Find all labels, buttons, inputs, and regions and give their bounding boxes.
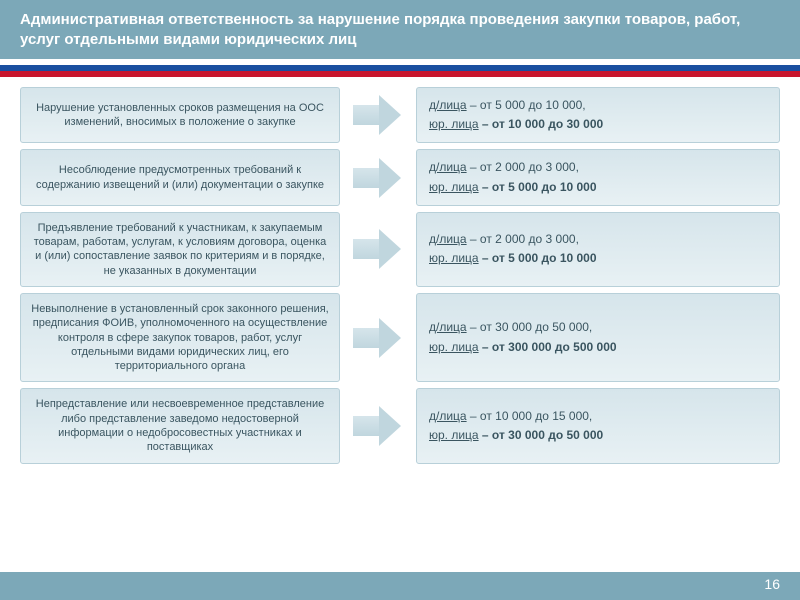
y-range: – от 300 000 до 500 000 (479, 340, 617, 354)
arrow-icon (353, 229, 403, 269)
page-number: 16 (756, 574, 788, 594)
d-label: д/лица (429, 409, 467, 423)
violation-text: Невыполнение в установленный срок законн… (20, 293, 340, 382)
footer-stripe (0, 572, 800, 600)
penalty-text: д/лица – от 2 000 до 3 000, юр. лица – о… (416, 212, 780, 287)
arrow-wrap (348, 212, 408, 287)
arrow-wrap (348, 388, 408, 463)
d-range: – от 2 000 до 3 000, (467, 160, 579, 174)
content-area: Нарушение установленных сроков размещени… (0, 77, 800, 464)
violation-text: Непредставление или несвоевременное пред… (20, 388, 340, 463)
y-range: – от 10 000 до 30 000 (479, 117, 604, 131)
d-range: – от 2 000 до 3 000, (467, 232, 579, 246)
penalty-text: д/лица – от 5 000 до 10 000, юр. лица – … (416, 87, 780, 143)
arrow-icon (353, 318, 403, 358)
y-range: – от 5 000 до 10 000 (479, 180, 597, 194)
arrow-icon (353, 406, 403, 446)
d-label: д/лица (429, 320, 467, 334)
violation-text: Несоблюдение предусмотренных требований … (20, 149, 340, 205)
y-label: юр. лица (429, 117, 479, 131)
penalty-text: д/лица – от 2 000 до 3 000, юр. лица – о… (416, 149, 780, 205)
slide-header: Административная ответственность за нару… (0, 0, 800, 59)
violation-row: Непредставление или несвоевременное пред… (20, 388, 780, 463)
slide-title: Административная ответственность за нару… (20, 11, 740, 48)
violation-row: Невыполнение в установленный срок законн… (20, 293, 780, 382)
y-label: юр. лица (429, 340, 479, 354)
tricolor-stripe (0, 59, 800, 77)
y-range: – от 30 000 до 50 000 (479, 428, 604, 442)
penalty-text: д/лица – от 10 000 до 15 000, юр. лица –… (416, 388, 780, 463)
violation-row: Предъявление требований к участникам, к … (20, 212, 780, 287)
d-range: – от 10 000 до 15 000, (467, 409, 593, 423)
y-label: юр. лица (429, 251, 479, 265)
violation-text: Предъявление требований к участникам, к … (20, 212, 340, 287)
arrow-icon (353, 158, 403, 198)
arrow-icon (353, 95, 403, 135)
arrow-wrap (348, 293, 408, 382)
penalty-text: д/лица – от 30 000 до 50 000, юр. лица –… (416, 293, 780, 382)
d-range: – от 30 000 до 50 000, (467, 320, 593, 334)
d-label: д/лица (429, 160, 467, 174)
d-label: д/лица (429, 232, 467, 246)
violation-row: Нарушение установленных сроков размещени… (20, 87, 780, 143)
arrow-wrap (348, 149, 408, 205)
d-label: д/лица (429, 98, 467, 112)
d-range: – от 5 000 до 10 000, (467, 98, 586, 112)
y-label: юр. лица (429, 180, 479, 194)
y-label: юр. лица (429, 428, 479, 442)
violation-row: Несоблюдение предусмотренных требований … (20, 149, 780, 205)
arrow-wrap (348, 87, 408, 143)
stripe-red (0, 71, 800, 77)
violation-text: Нарушение установленных сроков размещени… (20, 87, 340, 143)
y-range: – от 5 000 до 10 000 (479, 251, 597, 265)
